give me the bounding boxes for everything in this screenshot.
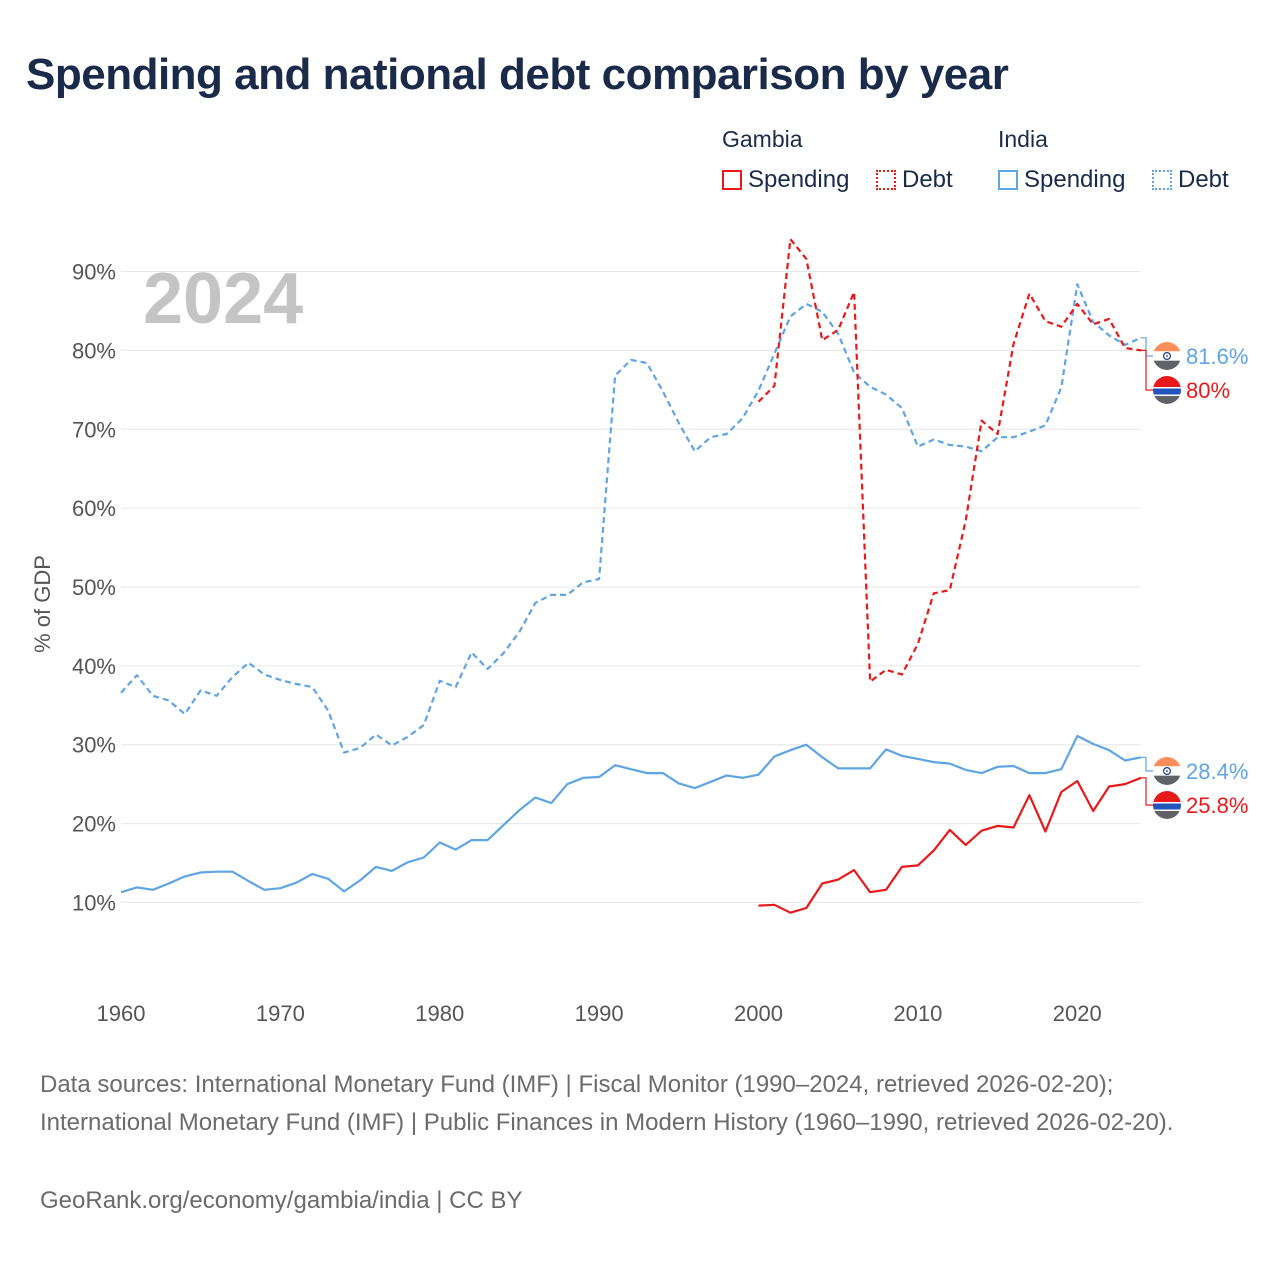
y-tick-label: 20% — [72, 812, 116, 837]
y-tick-label: 30% — [72, 733, 116, 758]
legend-india-debt[interactable]: Debt — [1152, 166, 1229, 194]
x-tick-label: 2000 — [734, 1001, 783, 1026]
gambia-flag-icon — [1153, 791, 1181, 819]
india-debt-line — [120, 283, 1142, 754]
end-label-connector — [1141, 777, 1153, 806]
end-label-india-debt: 81.6% — [1186, 344, 1248, 369]
y-tick-label: 50% — [72, 575, 116, 600]
x-tick-label: 2010 — [893, 1001, 942, 1026]
legend-india-spending[interactable]: Spending — [998, 166, 1125, 194]
y-tick-label: 60% — [72, 496, 116, 521]
legend-solid-blue-swatch — [998, 170, 1018, 190]
gambia-debt-line — [757, 238, 1142, 683]
end-label-india-spending: 28.4% — [1186, 759, 1248, 784]
india-flag-icon — [1153, 757, 1181, 785]
legend-gambia-debt[interactable]: Debt — [876, 166, 953, 194]
year-label: 2024 — [143, 259, 303, 339]
legend-solid-red-swatch — [722, 170, 742, 190]
x-tick-label: 1960 — [97, 1001, 146, 1026]
x-tick-label: 1990 — [575, 1001, 624, 1026]
gambia-flag-icon — [1153, 376, 1181, 404]
legend-india-title: India — [998, 126, 1048, 152]
x-tick-label: 1970 — [256, 1001, 305, 1026]
gambia-spending-line — [758, 776, 1142, 914]
series-lines — [120, 238, 1142, 914]
y-tick-label: 80% — [72, 338, 116, 363]
legend-dotted-red-swatch — [876, 170, 896, 190]
legend-india-debt-label: Debt — [1178, 166, 1229, 193]
y-axis-ticks: 10% 20% 30% 40% 50% 60% 70% 80% 90% — [72, 260, 116, 916]
attribution-link[interactable]: GeoRank.org/economy/gambia/india | CC BY — [40, 1187, 523, 1214]
line-chart: 10% 20% 30% 40% 50% 60% 70% 80% 90% 1960 1970 1980… — [30, 238, 1248, 1026]
end-label-gambia-debt: 80% — [1186, 378, 1230, 403]
end-label-connector — [1141, 756, 1153, 772]
legend-dotted-blue-swatch — [1152, 170, 1172, 190]
x-tick-label: 1980 — [415, 1001, 464, 1026]
legend-gambia-title: Gambia — [722, 126, 803, 152]
x-tick-label: 2020 — [1053, 1001, 1102, 1026]
chart-title: Spending and national debt comparison by… — [26, 50, 1009, 99]
india-spending-line — [120, 734, 1142, 894]
y-axis-label: % of GDP — [30, 555, 55, 653]
legend-gambia-spending[interactable]: Spending — [722, 166, 849, 194]
y-tick-label: 70% — [72, 417, 116, 442]
legend-india-spending-label: Spending — [1024, 166, 1126, 193]
data-sources: Data sources: International Monetary Fun… — [40, 1071, 1174, 1136]
y-tick-label: 10% — [72, 890, 116, 915]
end-label-connector — [1141, 349, 1153, 391]
end-label-gambia-spending: 25.8% — [1186, 793, 1248, 818]
y-tick-label: 40% — [72, 654, 116, 679]
grid-lines — [121, 271, 1141, 903]
india-flag-icon — [1153, 342, 1181, 370]
end-labels: 81.6% 80% 28.4% 25.8% — [1141, 337, 1248, 819]
legend-gambia-debt-label: Debt — [902, 166, 953, 193]
legend-gambia-spending-label: Spending — [748, 166, 850, 193]
x-axis-ticks: 1960 1970 1980 1990 2000 2010 2020 — [97, 1001, 1102, 1026]
end-label-connector — [1141, 337, 1153, 357]
y-tick-label: 90% — [72, 260, 116, 285]
